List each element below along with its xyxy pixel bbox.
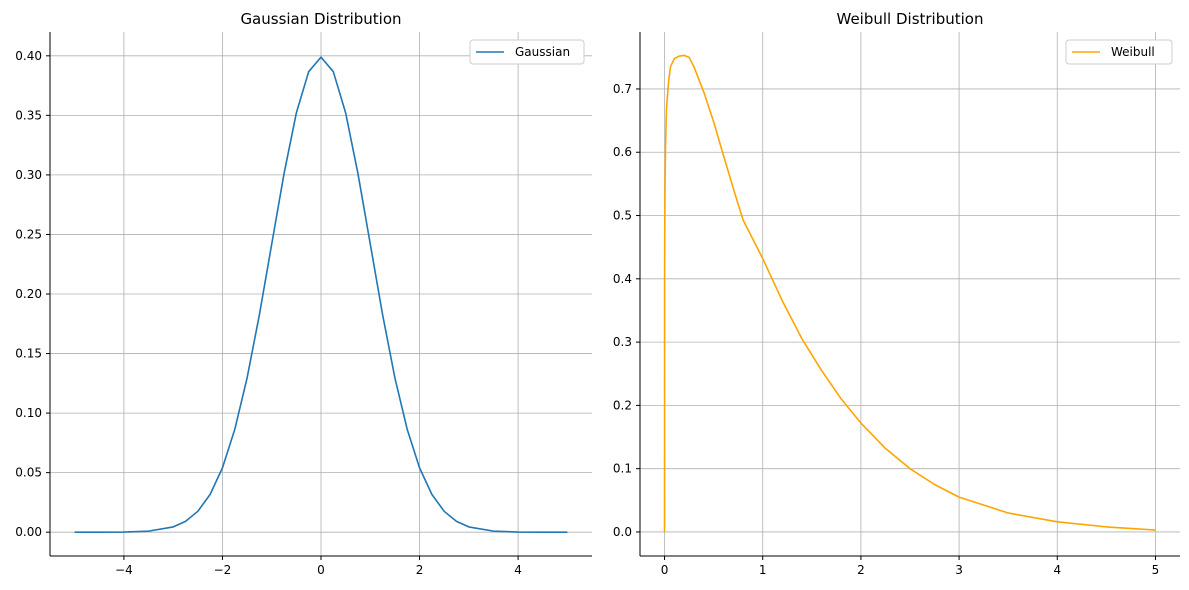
weibull-y-tick-label: 0.6 [613, 145, 632, 159]
weibull-series-line [663, 54, 1156, 532]
weibull-x-tick-label: 5 [1152, 563, 1160, 577]
weibull-y-tick-label: 0.1 [613, 462, 632, 476]
weibull-legend: Weibull [1065, 39, 1173, 65]
weibull-y-tick-label: 0.4 [613, 272, 632, 286]
gaussian-y-tick-label: 0.15 [15, 347, 42, 361]
gaussian-y-tick-label: 0.00 [15, 525, 42, 539]
weibull-chart: 0 1 2 3 4 5 0.0 0.1 0.2 0.3 0.4 0.5 0.6 0.7 Weibull Di… [613, 10, 1180, 577]
gaussian-legend-box [469, 39, 585, 65]
gaussian-y-tick-label: 0.35 [15, 108, 42, 122]
weibull-x-tick-label: 2 [857, 563, 865, 577]
gaussian-x-tick-label: 2 [416, 563, 424, 577]
weibull-chart-title: Weibull Distribution [837, 10, 984, 28]
weibull-y-tick-label: 0.3 [613, 335, 632, 349]
gaussian-legend-label: Gaussian [515, 45, 570, 59]
weibull-x-tick-label: 4 [1053, 563, 1061, 577]
gaussian-x-tick-label: −4 [115, 563, 133, 577]
gaussian-y-tick-label: 0.05 [15, 466, 42, 480]
gaussian-y-tick-label: 0.30 [15, 168, 42, 182]
gaussian-chart-title: Gaussian Distribution [240, 10, 401, 28]
weibull-y-tick-label: 0.0 [613, 525, 632, 539]
gaussian-y-tick-label: 0.20 [15, 287, 42, 301]
weibull-legend-label: Weibull [1111, 45, 1155, 59]
gaussian-legend: Gaussian [469, 39, 585, 65]
gaussian-y-tick-label: 0.25 [15, 227, 42, 241]
weibull-x-tick-label: 0 [661, 563, 669, 577]
gaussian-x-tick-label: −2 [214, 563, 232, 577]
gaussian-y-tick-label: 0.40 [15, 49, 42, 63]
weibull-x-tick-label: 1 [759, 563, 767, 577]
gaussian-x-tick-label: 0 [317, 563, 325, 577]
gaussian-x-tick-label: 4 [514, 563, 522, 577]
gaussian-y-tick-label: 0.10 [15, 406, 42, 420]
weibull-y-tick-label: 0.5 [613, 209, 632, 223]
gaussian-series-line [74, 56, 568, 533]
weibull-x-tick-label: 3 [955, 563, 963, 577]
gaussian-chart: −4 −2 0 2 4 0.00 0.05 0.10 0.15 0.20 0.25 0.30 0.35 0… [15, 10, 592, 577]
weibull-y-tick-label: 0.2 [613, 398, 632, 412]
weibull-legend-box [1065, 39, 1173, 65]
weibull-y-tick-label: 0.7 [613, 82, 632, 96]
